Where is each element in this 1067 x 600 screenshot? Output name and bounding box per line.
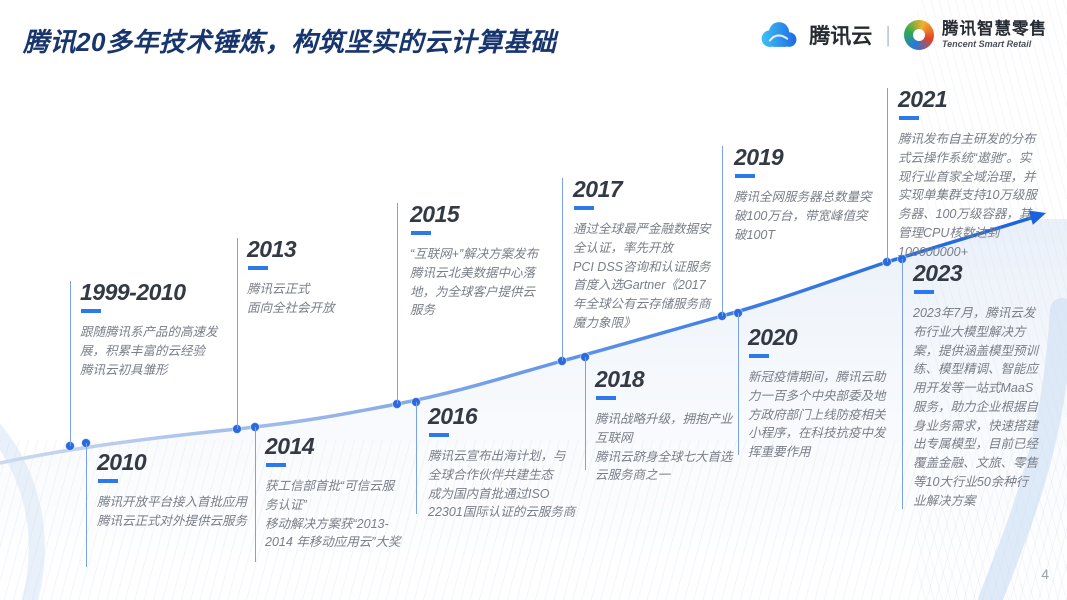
year-label: 2018 — [595, 366, 645, 392]
connector-line — [887, 88, 888, 262]
year-underline — [411, 231, 431, 235]
connector-line — [722, 146, 723, 316]
year-label: 2015 — [410, 201, 460, 227]
connector-line — [255, 427, 256, 562]
connector-line — [738, 313, 739, 455]
year-underline — [914, 290, 934, 294]
page-number: 4 — [1041, 566, 1049, 582]
year-underline — [596, 396, 616, 400]
year-underline — [735, 174, 755, 178]
milestone-2016: 2016 腾讯云宣布出海计划，与 全球合作伙伴共建生态 成为国内首批通过ISO … — [428, 405, 600, 522]
year-label: 2017 — [573, 176, 623, 202]
connector-line — [416, 402, 417, 514]
smart-retail-label-cn: 腾讯智慧零售 — [942, 20, 1047, 38]
header-logos: 腾讯云 | 腾讯智慧零售 Tencent Smart Retail — [757, 20, 1047, 51]
milestone-2023: 2023 2023年7月，腾讯云发 布行业大模型解决方 案，提供涵盖模型预训 练… — [913, 262, 1065, 510]
connector-line — [86, 443, 87, 567]
milestone-1999-2010: 1999-2010 跟随腾讯系产品的高速发 展，积累丰富的云经验 腾讯云初具雏形 — [80, 281, 242, 379]
year-label: 2013 — [247, 236, 297, 262]
milestone-text: 腾讯云正式 面向全社会开放 — [247, 282, 335, 315]
milestone-text: 腾讯战略升级，拥抱产业 互联网 腾讯云跻身全球七大首选 云服务商之一 — [595, 412, 733, 483]
year-underline — [749, 354, 769, 358]
milestone-2019: 2019 腾讯全网服务器总数量突 破100万台，带宽峰值突 破100T — [734, 146, 899, 244]
smart-retail-label-en: Tencent Smart Retail — [942, 39, 1032, 50]
connector-line — [902, 259, 903, 509]
milestone-2014: 2014 获工信部首批“可信云服 务认证” 移动解决方案获“2013- 2014… — [265, 435, 433, 552]
under-curve-fill — [0, 219, 1067, 600]
year-label: 2020 — [748, 324, 798, 350]
smart-retail-labels: 腾讯智慧零售 Tencent Smart Retail — [942, 20, 1047, 50]
curve-line — [0, 216, 1032, 465]
year-label: 2010 — [97, 449, 147, 475]
milestone-2015: 2015 “互联网+”解决方案发布 腾讯云北美数据中心落 地，为全球客户提供云 … — [410, 203, 570, 320]
milestone-text: 跟随腾讯系产品的高速发 展，积累丰富的云经验 腾讯云初具雏形 — [80, 325, 218, 377]
milestone-2020: 2020 新冠疫情期间，腾讯云助 力一百多个中央部委及地 方政府部门上线防疫相关… — [748, 326, 908, 462]
milestone-text: 通过全球最严金融数据安 全认证，率先开放 PCI DSS咨询和认证服务 首度入选… — [573, 222, 711, 330]
milestone-text: 腾讯云宣布出海计划，与 全球合作伙伴共建生态 成为国内首批通过ISO 22301… — [428, 449, 576, 520]
tencent-cloud-logo: 腾讯云 — [757, 20, 872, 50]
connector-line — [562, 178, 563, 361]
year-label: 2014 — [265, 433, 315, 459]
page-title: 腾讯20多年技术锤炼，构筑坚实的云计算基础 — [23, 27, 557, 57]
milestone-text: 腾讯开放平台接入首批应用 腾讯云正式对外提供云服务 — [97, 495, 248, 528]
milestone-2013: 2013 腾讯云正式 面向全社会开放 — [247, 238, 382, 318]
year-underline — [81, 309, 101, 313]
year-underline — [248, 266, 268, 270]
milestone-text: 2023年7月，腾讯云发 布行业大模型解决方 案，提供涵盖模型预训 练、模型精调… — [913, 306, 1039, 508]
logo-separator: | — [885, 22, 891, 48]
milestone-2017: 2017 通过全球最严金融数据安 全认证，率先开放 PCI DSS咨询和认证服务… — [573, 178, 741, 333]
year-label: 1999-2010 — [80, 279, 186, 305]
milestone-text: 腾讯全网服务器总数量突 破100万台，带宽峰值突 破100T — [734, 190, 872, 242]
milestone-2010: 2010 腾讯开放平台接入首批应用 腾讯云正式对外提供云服务 — [97, 451, 269, 531]
milestone-text: “互联网+”解决方案发布 腾讯云北美数据中心落 地，为全球客户提供云 服务 — [410, 247, 539, 318]
year-underline — [98, 479, 118, 483]
cloud-icon — [761, 22, 797, 47]
year-underline — [899, 116, 919, 120]
connector-line — [70, 281, 71, 446]
smart-retail-logo: 腾讯智慧零售 Tencent Smart Retail — [904, 20, 1047, 51]
tencent-cloud-label: 腾讯云 — [809, 25, 873, 49]
year-label: 2023 — [913, 260, 963, 286]
year-label: 2016 — [428, 403, 478, 429]
year-underline — [574, 206, 594, 210]
milestone-2018: 2018 腾讯战略升级，拥抱产业 互联网 腾讯云跻身全球七大首选 云服务商之一 — [595, 368, 763, 485]
connector-line — [397, 203, 398, 404]
year-underline — [429, 433, 449, 437]
milestone-text: 获工信部首批“可信云服 务认证” 移动解决方案获“2013- 2014 年移动应… — [265, 479, 401, 550]
connector-line — [585, 357, 586, 470]
milestone-2021: 2021 腾讯发布自主研发的分布 式云操作系统“遨驰”。实 现行业首家全域治理，… — [898, 88, 1060, 261]
milestone-text: 新冠疫情期间，腾讯云助 力一百多个中央部委及地 方政府部门上线防疫相关 小程序，… — [748, 370, 886, 459]
year-label: 2021 — [898, 86, 948, 112]
timeline-arrow-icon — [1028, 210, 1046, 225]
year-label: 2019 — [734, 144, 784, 170]
milestone-text: 腾讯发布自主研发的分布 式云操作系统“遨驰”。实 现行业首家全域治理，并 实现单… — [898, 132, 1037, 259]
year-underline — [266, 463, 286, 467]
connector-line — [237, 238, 238, 429]
color-swirl-icon — [904, 20, 934, 51]
